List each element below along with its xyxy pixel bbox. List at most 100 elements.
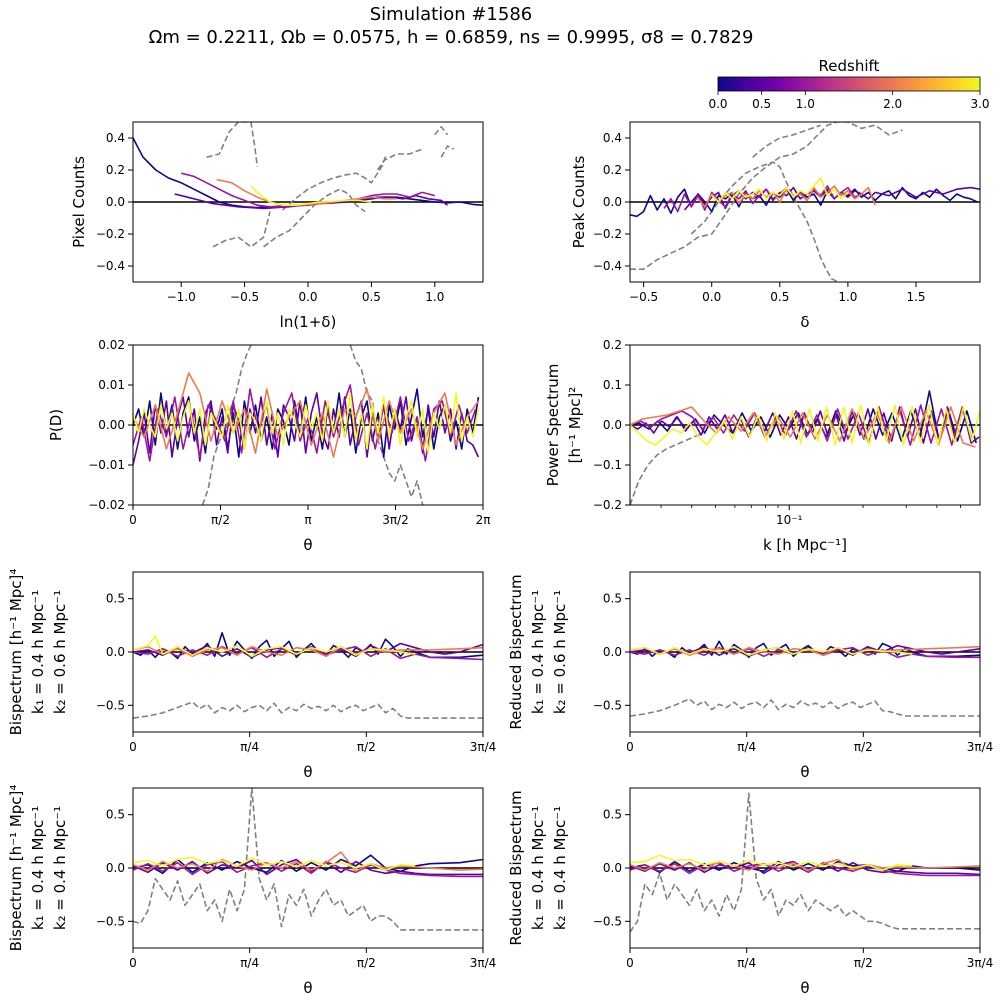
reference-series-line <box>377 148 423 171</box>
redshift-series-line <box>630 645 913 657</box>
x-tick-label: 0 <box>626 740 634 754</box>
redshift-series-line <box>630 404 980 446</box>
redshift-series-line <box>711 177 849 203</box>
series-group <box>133 345 480 505</box>
y-tick-label: 0.2 <box>603 163 622 177</box>
redshift-series-line <box>133 854 483 875</box>
panel-power-spectrum: 10⁻¹ −0.2 −0.1 0.0 0.1 0.2 k [h Mpc⁻¹] Power Sp… <box>544 338 981 554</box>
redshift-series-line <box>133 631 483 660</box>
redshift-series-line <box>663 185 862 213</box>
x-tick-label: 3π/4 <box>967 956 994 970</box>
series-group <box>630 390 980 505</box>
panel-bispectrum-k04-k06: 0 π/4 π/2 3π/4 −0.5 0.0 0.5 θ Bispectrum [h⁻¹ Mp… <box>7 569 496 781</box>
colorbar-ticks: 0.0 0.5 1.0 2.0 3.0 <box>708 91 990 111</box>
x-tick-label: π/2 <box>854 740 873 754</box>
y-axis-label: k₂ = 0.6 h Mpc⁻¹ <box>51 590 69 714</box>
y-tick-label: −0.01 <box>88 458 125 472</box>
y-tick-label: 0.00 <box>98 418 125 432</box>
reference-series-line <box>690 161 839 282</box>
colorbar-tick-label: 0.0 <box>708 97 727 111</box>
redshift-series-line <box>630 861 980 877</box>
redshift-series-line <box>630 640 980 659</box>
y-tick-label: 0.0 <box>603 645 622 659</box>
panel-peak-counts: −0.5 0.0 0.5 1.0 1.5 −0.4 −0.2 0.0 0.2 0.4 δ Peak C… <box>570 121 981 331</box>
reference-series-line <box>349 345 424 505</box>
y-axis-label: P(D) <box>47 409 65 441</box>
x-tick-label: 3π/4 <box>470 956 497 970</box>
colorbar-tick-label: 3.0 <box>970 97 989 111</box>
colorbar: Redshift 0.0 0.5 1.0 2.0 3.0 <box>708 57 989 111</box>
redshift-series-line <box>133 384 477 462</box>
redshift-series-line <box>133 392 480 454</box>
redshift-series-line <box>133 372 480 458</box>
x-tick-label: 1.0 <box>838 290 857 304</box>
y-axis-label: k₂ = 0.6 h Mpc⁻¹ <box>551 590 569 714</box>
x-tick-label: π/4 <box>240 956 259 970</box>
x-tick-label: 0 <box>129 740 137 754</box>
x-tick-label: 0.0 <box>702 290 721 304</box>
y-tick-label: 0.01 <box>98 378 125 392</box>
reference-series-line <box>630 122 903 271</box>
x-axis-label: θ <box>800 979 809 997</box>
x-tick-label: 0 <box>129 956 137 970</box>
reference-series-line <box>630 432 704 505</box>
colorbar-tick-label: 1.0 <box>796 97 815 111</box>
x-tick-label: π <box>304 513 311 527</box>
series-group <box>630 792 980 933</box>
y-tick-label: −0.4 <box>96 259 125 273</box>
colorbar-tick-label: 0.5 <box>752 97 771 111</box>
x-tick-label: −0.5 <box>629 290 658 304</box>
y-tick-label: 0.0 <box>106 861 125 875</box>
y-tick-label: 0.0 <box>106 195 125 209</box>
x-tick-label: 0.5 <box>770 290 789 304</box>
y-tick-label: −0.2 <box>593 227 622 241</box>
redshift-series-line <box>630 406 980 444</box>
y-axis-label: k₂ = 0.4 h Mpc⁻¹ <box>51 806 69 930</box>
figure-subtitle: Ωm = 0.2211, Ωb = 0.0575, h = 0.6859, ns… <box>149 27 754 48</box>
y-tick-label: 0.5 <box>603 592 622 606</box>
y-tick-label: 0.4 <box>106 131 125 145</box>
y-axis-label: Reduced Bispectrum <box>507 574 525 729</box>
x-tick-label: π/4 <box>240 740 259 754</box>
series-group <box>133 788 483 931</box>
series-group <box>630 122 980 282</box>
redshift-series-line <box>630 860 980 874</box>
y-tick-label: 0.4 <box>603 131 622 145</box>
reference-series-line <box>752 124 821 158</box>
y-axis-label: [h⁻¹ Mpc]² <box>566 387 584 464</box>
reference-series-line <box>206 122 259 167</box>
y-tick-label: 0.0 <box>603 195 622 209</box>
y-tick-label: −0.2 <box>96 227 125 241</box>
reference-series-line <box>440 145 455 158</box>
reference-series-line <box>133 788 483 931</box>
x-tick-label: 0 <box>129 513 137 527</box>
x-tick-label: 1.5 <box>906 290 925 304</box>
y-tick-label: 0.0 <box>603 861 622 875</box>
y-tick-label: 0.5 <box>106 592 125 606</box>
x-tick-label: 3π/4 <box>470 740 497 754</box>
x-tick-label: −1.0 <box>167 290 196 304</box>
x-axis-label: δ <box>800 313 809 331</box>
reference-series-line <box>434 126 449 136</box>
redshift-series-line <box>133 635 416 658</box>
y-axis-label: k₁ = 0.4 h Mpc⁻¹ <box>529 590 547 714</box>
y-axis-label: Power Spectrum <box>544 364 562 487</box>
y-axis-label: Pixel Counts <box>70 156 88 248</box>
y-tick-label: −0.2 <box>593 498 622 512</box>
reference-series-line <box>212 211 271 248</box>
y-tick-label: 0.0 <box>106 645 125 659</box>
x-tick-label: π/2 <box>854 956 873 970</box>
reference-series-line <box>630 792 980 933</box>
x-axis-label: θ <box>303 979 312 997</box>
reference-series-line <box>263 188 366 248</box>
reference-series-line <box>282 153 388 211</box>
x-tick-label: 3π/4 <box>967 740 994 754</box>
x-tick-label: π/2 <box>357 956 376 970</box>
colorbar-gradient <box>717 76 981 92</box>
x-tick-label: 1.0 <box>425 290 444 304</box>
reference-series-line <box>630 698 980 717</box>
x-tick-label: 0.0 <box>298 290 317 304</box>
x-tick-label: 10⁻¹ <box>776 513 803 527</box>
x-tick-label: π/4 <box>737 956 756 970</box>
